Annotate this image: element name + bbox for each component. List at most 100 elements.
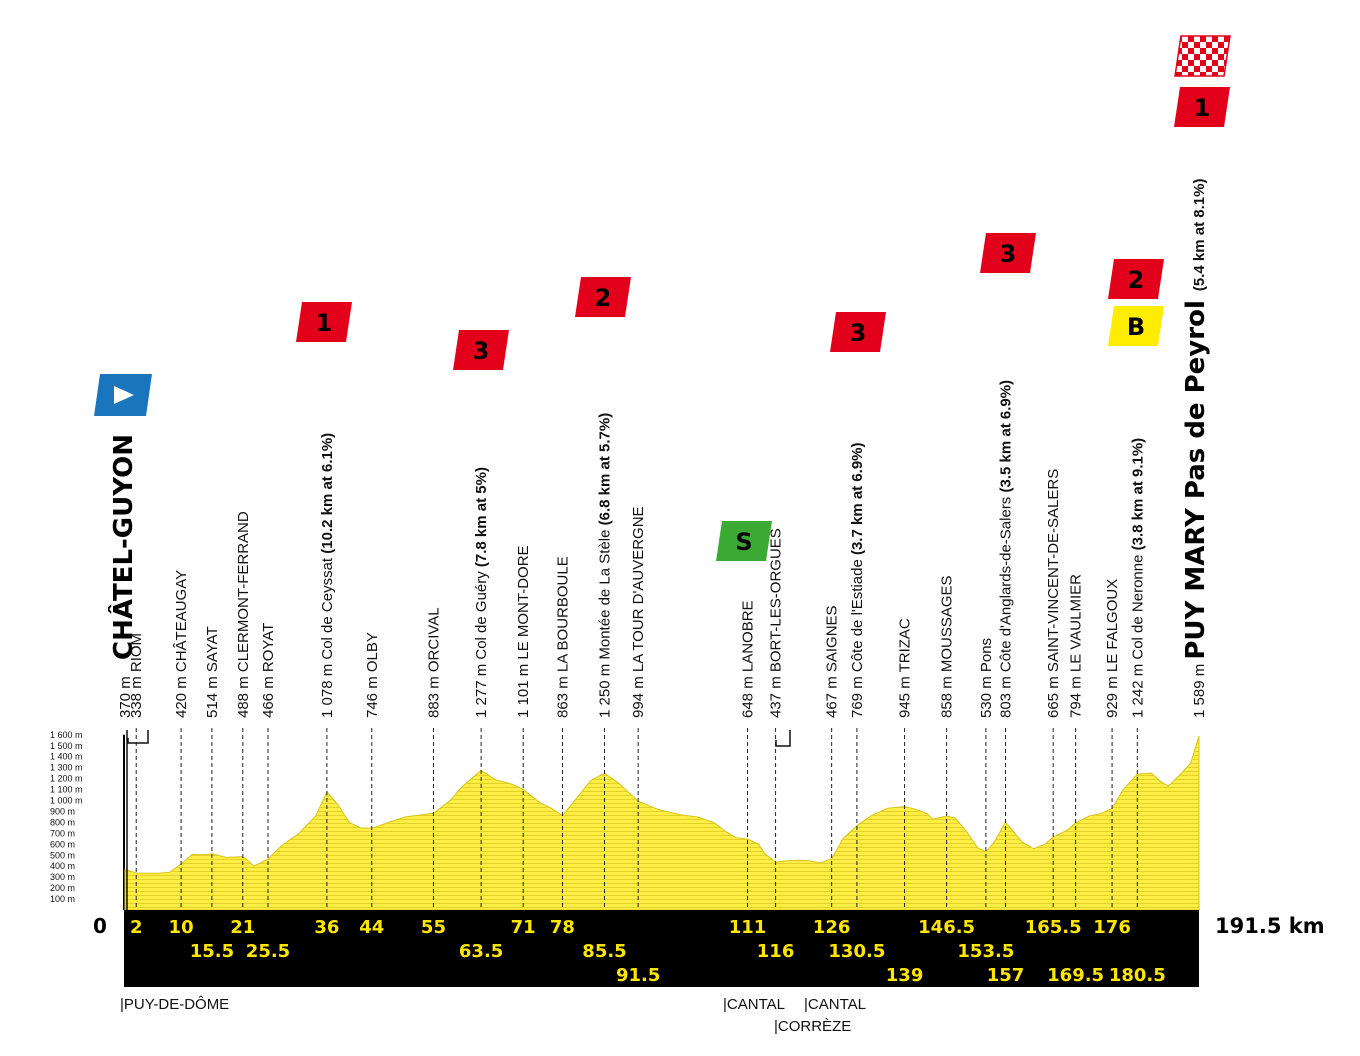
km-marker: 85.5 <box>582 941 626 962</box>
region-label: |CANTAL <box>723 996 785 1013</box>
climb-category-badge-shape <box>296 302 352 342</box>
waypoint-label: 514 m SAYAT <box>204 626 221 718</box>
y-tick-label: 1 200 m <box>50 774 83 784</box>
waypoint-text: 1 078 m Col de Ceyssat (10.2 km at 6.1%) <box>319 433 336 718</box>
climb-category-badge: 3 <box>830 312 886 352</box>
place-name: Pons <box>978 638 995 672</box>
climb-detail: (3.5 km at 6.9%) <box>998 380 1015 493</box>
altitude: 769 m <box>849 672 866 718</box>
climb-detail: (6.8 km at 5.7%) <box>597 413 614 526</box>
bonus-badge-shape <box>1108 306 1164 346</box>
y-tick-label: 800 m <box>50 817 75 827</box>
km-marker: 130.5 <box>828 941 885 962</box>
altitude: 648 m <box>740 672 757 718</box>
waypoint-text: 769 m Côte de l'Estiade (3.7 km at 6.9%) <box>849 442 866 718</box>
bonus-badge-text: B <box>1127 313 1145 341</box>
altitude: 863 m <box>554 672 571 718</box>
waypoint-label: 466 m ROYAT <box>260 623 277 718</box>
play-arrow <box>114 386 134 404</box>
waypoint-label: 746 m OLBY <box>364 632 381 718</box>
km-marker: 44 <box>359 917 384 938</box>
place-name: Col de Ceyssat <box>319 554 336 660</box>
climb-category-badge: 1 <box>296 302 352 342</box>
waypoint-label: 420 m CHÂTEAUGAY <box>173 570 190 718</box>
climb-detail: (3.7 km at 6.9%) <box>849 442 866 555</box>
waypoint-text: 929 m LE FALGOUX <box>1104 579 1121 718</box>
start-km-label: 0 <box>93 914 107 938</box>
connector-bort <box>775 730 791 747</box>
altitude: 514 m <box>204 672 221 718</box>
altitude: 488 m <box>235 672 252 718</box>
waypoint-text: 858 m MOUSSAGES <box>939 575 956 718</box>
y-tick-label: 1 300 m <box>50 763 83 773</box>
region-labels: |PUY-DE-DÔME |CANTAL |CANTAL |CORRÈZE <box>120 996 866 1035</box>
altitude: 370 m <box>117 676 134 718</box>
place-name: LANOBRE <box>740 600 757 672</box>
y-tick-label: 1 400 m <box>50 752 83 762</box>
place-name: SAINT-VINCENT-DE-SALERS <box>1045 469 1062 672</box>
waypoint-label: 929 m LE FALGOUX <box>1104 579 1121 718</box>
waypoint-text: 883 m ORCIVAL <box>425 607 442 718</box>
km-marker: 116 <box>757 941 795 962</box>
waypoint-text: 994 m LA TOUR D'AUVERGNE <box>630 506 647 718</box>
y-tick-label: 300 m <box>50 872 75 882</box>
km-band: 0 191.5 km 2 10 21 36 44 55 71 78 111 126 146.5 165.5… <box>93 910 1325 987</box>
waypoint-label: 467 m SAIGNES <box>824 605 841 718</box>
altitude: 1 242 m <box>1129 660 1146 718</box>
altitude: 994 m <box>630 672 647 718</box>
place-name: OLBY <box>364 632 381 672</box>
waypoint-label: 488 m CLERMONT-FERRAND <box>235 511 252 718</box>
place-name: Col de Neronne <box>1129 550 1146 659</box>
place-name: LE VAULMIER <box>1068 574 1085 672</box>
waypoint-label: 794 m LE VAULMIER <box>1068 574 1085 718</box>
km-marker: 165.5 <box>1025 917 1082 938</box>
y-tick-label: 700 m <box>50 828 75 838</box>
start-name-label: CHÂTEL-GUYON <box>107 434 139 660</box>
place-name: ORCIVAL <box>425 607 442 672</box>
km-marker: 55 <box>421 917 446 938</box>
region-label: |CORRÈZE <box>774 1018 851 1035</box>
climb-category-badge: 3 <box>453 330 509 370</box>
place-name: Col de Guéry <box>473 567 490 660</box>
altitude: 929 m <box>1104 672 1121 718</box>
place-name: LE FALGOUX <box>1104 579 1121 672</box>
climb-category-badge-text: 2 <box>595 284 612 312</box>
climb-category-badge-text: 3 <box>1000 240 1017 268</box>
finish-name: PUY MARY Pas de Peyrol <box>1181 291 1211 660</box>
place-name: LE MONT-DORE <box>515 545 532 659</box>
altitude: 945 m <box>897 672 914 718</box>
y-tick-label: 400 m <box>50 861 75 871</box>
place-name: CHÂTEAUGAY <box>173 570 190 672</box>
waypoint-label: 648 m LANOBRE <box>740 600 757 718</box>
waypoint-label: 1 589 m PUY MARY Pas de Peyrol (5.4 km a… <box>1181 179 1211 718</box>
km-marker: 63.5 <box>459 941 503 962</box>
climb-category-badge-shape <box>575 277 631 317</box>
sprint-badge-shape <box>716 521 772 561</box>
climb-badges: 1 3 2 S 3 3 2 B 1 <box>94 35 1231 561</box>
sprint-badge: S <box>716 521 772 561</box>
waypoint-text: 1 242 m Col de Neronne (3.8 km at 9.1%) <box>1129 438 1146 718</box>
climb-category-badge: 2 <box>1108 259 1164 299</box>
waypoint-label: 945 m TRIZAC <box>897 618 914 718</box>
waypoint-text: 420 m CHÂTEAUGAY <box>173 570 190 718</box>
place-name: Côte d'Anglards-de-Salers <box>998 493 1015 673</box>
climb-detail: (7.8 km at 5%) <box>473 467 490 567</box>
place-name: MOUSSAGES <box>939 575 956 672</box>
y-tick-label: 1 600 m <box>50 730 83 740</box>
waypoint-text: 338 m RIOM <box>128 633 145 718</box>
km-marker: 21 <box>230 917 255 938</box>
waypoint-text: 530 m Pons <box>978 638 995 718</box>
waypoint-label: 883 m ORCIVAL <box>425 607 442 718</box>
waypoint-label: 370 m <box>117 676 134 718</box>
waypoint-text: 863 m LA BOURBOULE <box>554 556 571 718</box>
waypoint-label: 665 m SAINT-VINCENT-DE-SALERS <box>1045 469 1062 718</box>
km-marker: 36 <box>314 917 339 938</box>
climb-category-badge: 2 <box>575 277 631 317</box>
altitude: 665 m <box>1045 672 1062 718</box>
place-name: CLERMONT-FERRAND <box>235 511 252 672</box>
km-marker: 78 <box>550 917 575 938</box>
altitude: 1 078 m <box>319 660 336 718</box>
